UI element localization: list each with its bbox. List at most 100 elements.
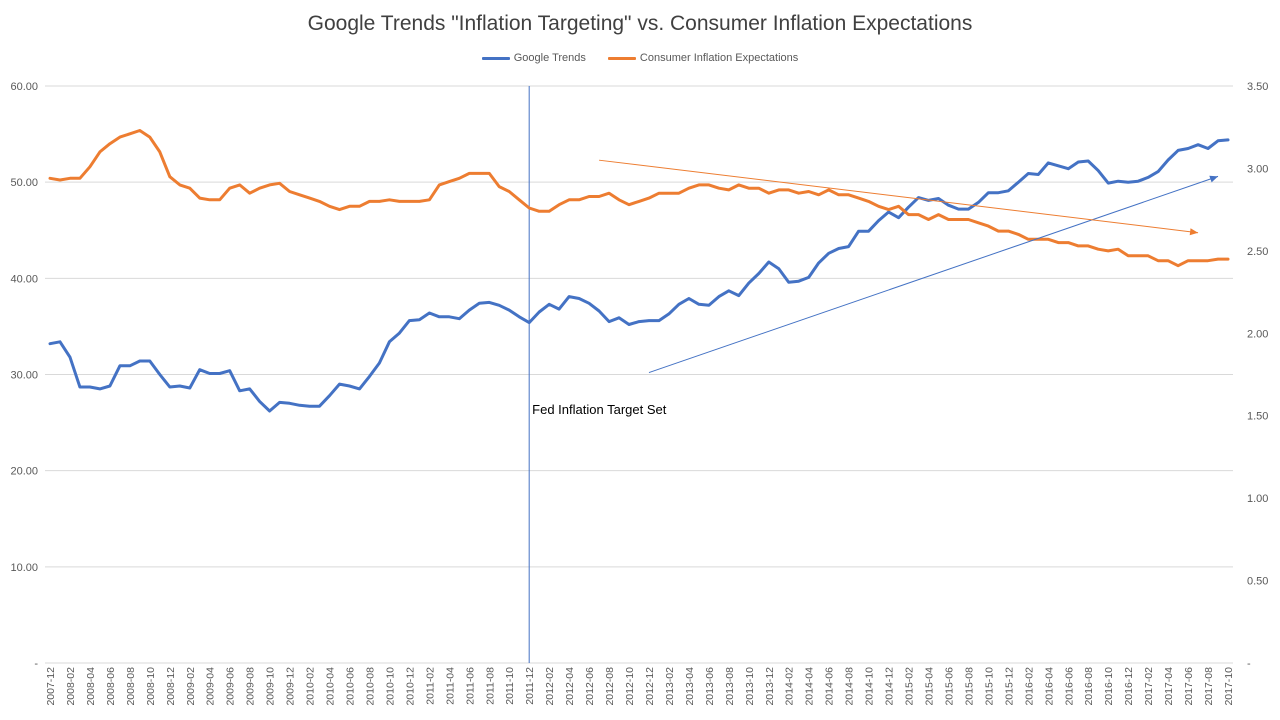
data-point-consumer-inflation-expectations	[338, 208, 341, 211]
data-point-google-trends	[78, 385, 82, 389]
data-point-google-trends	[567, 295, 571, 298]
data-point-consumer-inflation-expectations	[887, 208, 890, 211]
data-point-google-trends	[1196, 143, 1200, 146]
data-point-consumer-inflation-expectations	[328, 205, 331, 208]
data-point-consumer-inflation-expectations	[188, 187, 191, 190]
data-point-google-trends	[188, 386, 191, 390]
trend-arrow-consumer-inflation-expectations-head	[1189, 228, 1199, 236]
data-point-google-trends	[1107, 181, 1110, 185]
data-point-consumer-inflation-expectations	[1166, 259, 1170, 262]
data-point-consumer-inflation-expectations	[817, 193, 820, 196]
data-point-google-trends	[208, 372, 211, 375]
data-point-consumer-inflation-expectations	[637, 200, 641, 203]
data-point-google-trends	[158, 373, 161, 376]
data-point-consumer-inflation-expectations	[1196, 259, 1200, 262]
y-right-tick-label: 1.00	[1247, 493, 1268, 505]
x-tick-label: 2009-10	[265, 667, 277, 706]
data-point-consumer-inflation-expectations	[1127, 254, 1130, 257]
data-point-consumer-inflation-expectations	[1017, 233, 1020, 236]
x-tick-label: 2017-10	[1223, 667, 1235, 706]
data-point-consumer-inflation-expectations	[587, 195, 591, 198]
data-point-consumer-inflation-expectations	[518, 198, 521, 201]
data-point-google-trends	[847, 245, 850, 248]
data-point-google-trends	[947, 204, 950, 207]
data-point-consumer-inflation-expectations	[937, 213, 940, 216]
data-point-consumer-inflation-expectations	[448, 180, 451, 183]
x-tick-label: 2014-02	[784, 667, 796, 706]
y-right-tick-label: 2.50	[1247, 246, 1268, 258]
data-point-consumer-inflation-expectations	[1137, 254, 1140, 257]
x-tick-label: 2010-02	[305, 667, 317, 706]
data-point-google-trends	[1127, 181, 1130, 184]
data-point-google-trends	[468, 308, 471, 312]
data-point-consumer-inflation-expectations	[837, 193, 840, 196]
data-point-google-trends	[867, 230, 870, 233]
x-tick-label: 2013-06	[704, 667, 716, 706]
data-point-google-trends	[198, 368, 201, 371]
x-tick-label: 2012-10	[624, 667, 636, 706]
chart-legend: Google Trends Consumer Inflation Expecta…	[0, 52, 1280, 64]
x-tick-label: 2016-08	[1083, 667, 1095, 706]
x-tick-label: 2010-10	[384, 667, 396, 706]
data-point-google-trends	[657, 319, 661, 322]
data-point-consumer-inflation-expectations	[727, 188, 730, 192]
data-point-consumer-inflation-expectations	[1216, 257, 1220, 261]
data-point-google-trends	[228, 369, 231, 372]
data-point-google-trends	[987, 191, 990, 194]
data-point-google-trends	[248, 387, 251, 391]
data-point-google-trends	[388, 340, 391, 343]
data-point-consumer-inflation-expectations	[298, 193, 301, 196]
data-point-consumer-inflation-expectations	[747, 187, 750, 190]
data-point-google-trends	[178, 384, 181, 388]
data-point-google-trends	[1077, 160, 1080, 164]
data-point-google-trends	[1176, 149, 1180, 152]
data-point-consumer-inflation-expectations	[168, 175, 171, 178]
data-point-consumer-inflation-expectations	[597, 195, 601, 198]
x-tick-label: 2013-12	[764, 667, 776, 706]
data-point-google-trends	[767, 260, 770, 264]
chart-title: Google Trends "Inflation Targeting" vs. …	[307, 12, 973, 35]
data-point-google-trends	[288, 402, 291, 405]
data-point-google-trends	[258, 400, 261, 403]
data-point-google-trends	[148, 359, 151, 363]
data-point-consumer-inflation-expectations	[927, 218, 930, 221]
data-point-consumer-inflation-expectations	[318, 200, 321, 203]
data-point-google-trends	[508, 308, 511, 312]
data-point-google-trends	[138, 359, 141, 363]
data-point-google-trends	[108, 384, 112, 388]
data-point-google-trends	[837, 247, 840, 250]
data-point-consumer-inflation-expectations	[897, 205, 900, 208]
data-point-google-trends	[318, 405, 321, 408]
y-right-tick-label: 3.00	[1247, 163, 1268, 175]
data-point-consumer-inflation-expectations	[538, 210, 541, 213]
x-tick-label: 2015-02	[904, 667, 916, 706]
data-point-consumer-inflation-expectations	[398, 200, 401, 203]
data-point-consumer-inflation-expectations	[378, 200, 381, 203]
data-point-google-trends	[278, 401, 281, 404]
data-point-google-trends	[777, 267, 780, 270]
data-point-google-trends	[627, 323, 631, 326]
y-right-tick-label: -	[1247, 658, 1251, 670]
x-tick-label: 2016-06	[1063, 667, 1075, 706]
data-point-consumer-inflation-expectations	[128, 132, 132, 135]
data-point-consumer-inflation-expectations	[118, 135, 122, 139]
data-point-consumer-inflation-expectations	[807, 190, 810, 193]
data-point-consumer-inflation-expectations	[1156, 259, 1160, 262]
data-point-consumer-inflation-expectations	[557, 203, 561, 206]
data-point-consumer-inflation-expectations	[158, 150, 161, 154]
data-point-consumer-inflation-expectations	[428, 198, 431, 201]
x-tick-label: 2010-06	[344, 667, 356, 706]
y-right-tick-label: 3.50	[1247, 81, 1268, 93]
data-point-google-trends	[448, 315, 451, 318]
data-point-consumer-inflation-expectations	[438, 183, 441, 187]
x-tick-label: 2015-08	[963, 667, 975, 706]
data-point-consumer-inflation-expectations	[767, 192, 770, 195]
data-point-consumer-inflation-expectations	[288, 190, 291, 193]
legend-swatch-google-trends	[481, 56, 510, 60]
data-point-consumer-inflation-expectations	[737, 183, 740, 187]
x-tick-label: 2015-04	[924, 667, 936, 706]
data-point-google-trends	[917, 196, 920, 199]
x-tick-label: 2011-06	[464, 667, 476, 705]
data-point-google-trends	[907, 206, 910, 209]
